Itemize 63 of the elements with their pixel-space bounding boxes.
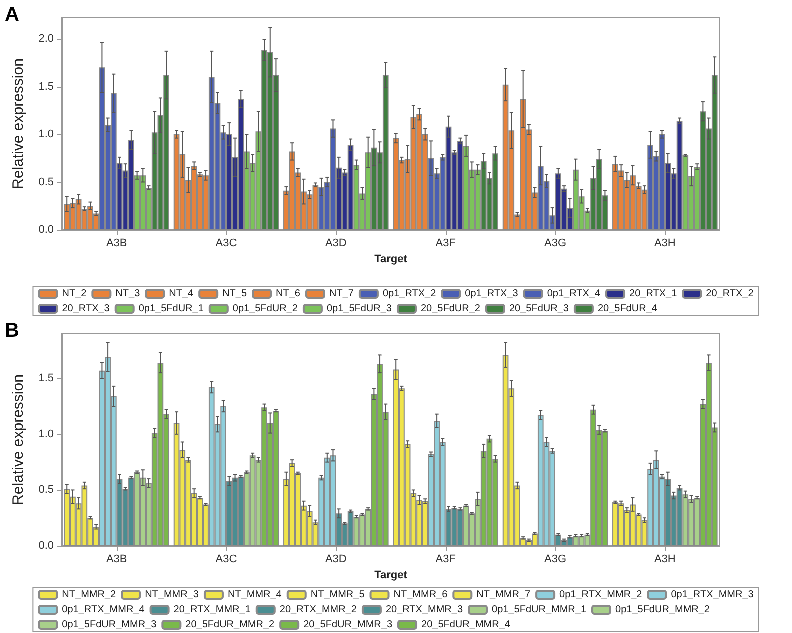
legend-label: NT_5 bbox=[222, 288, 248, 300]
legend-label: 20_RTX_1 bbox=[630, 288, 678, 300]
legend-label: 0p1_RTX_MMR_3 bbox=[671, 590, 754, 600]
legend-label: 20_RTX_MMR_2 bbox=[280, 604, 358, 616]
legend-label: 0p1_RTX_2 bbox=[382, 288, 437, 300]
x-tick-label: A3C bbox=[216, 238, 238, 250]
x-tick-label: A3F bbox=[436, 238, 456, 250]
legend-label: NT_MMR_6 bbox=[394, 590, 448, 600]
x-tick-label: A3B bbox=[106, 238, 128, 250]
legend-label: NT_MMR_7 bbox=[476, 590, 531, 600]
x-tick-label: A3F bbox=[436, 554, 456, 566]
legend-label: 0p1_RTX_MMR_4 bbox=[62, 604, 146, 616]
legend-label: NT_MMR_5 bbox=[310, 590, 366, 600]
legend-label: 0p1_5FdUR_MMR_3 bbox=[62, 620, 158, 630]
legend-label: NT_2 bbox=[62, 288, 88, 300]
legend-label: 20_5FdUR_3 bbox=[509, 304, 570, 314]
x-tick-label: A3G bbox=[544, 554, 567, 566]
legend-label: NT_MMR_3 bbox=[145, 590, 200, 600]
x-tick-label: A3C bbox=[216, 554, 238, 566]
legend-label: 20_5FdUR_4 bbox=[598, 304, 658, 314]
legend-label: 0p1_5FdUR_1 bbox=[138, 304, 204, 314]
y-tick-label: 1.0 bbox=[38, 428, 54, 440]
legend-label: NT_3 bbox=[116, 288, 141, 300]
legend-label: 0p1_RTX_MMR_2 bbox=[560, 590, 643, 600]
legend-label: 0p1_RTX_4 bbox=[547, 288, 601, 300]
legend-label: 20_RTX_3 bbox=[62, 304, 110, 314]
x-tick-label: A3B bbox=[106, 554, 128, 566]
x-axis-title: Target bbox=[374, 569, 408, 582]
legend-label: 20_RTX_MMR_3 bbox=[386, 604, 464, 616]
y-tick-label: 1.5 bbox=[38, 80, 54, 93]
legend-label: 20_RTX_MMR_1 bbox=[174, 604, 252, 616]
y-tick-label: 1.0 bbox=[38, 128, 54, 141]
x-axis-title: Target bbox=[374, 253, 408, 266]
legend-label: 0p1_5FdUR_MMR_1 bbox=[492, 604, 587, 616]
legend-label: 0p1_5FdUR_2 bbox=[232, 304, 298, 314]
legend-label: NT_MMR_2 bbox=[62, 590, 117, 600]
legend-label: 0p1_5FdUR_MMR_2 bbox=[616, 604, 710, 616]
legend-label: 20_RTX_2 bbox=[706, 288, 754, 300]
legend-label: 0p1_RTX_3 bbox=[465, 288, 519, 300]
y-axis-title: Relative expression bbox=[10, 374, 27, 506]
legend-label: 20_5FdUR_MMR_2 bbox=[186, 620, 276, 630]
x-tick-label: A3D bbox=[325, 238, 347, 250]
legend-label: 20_5FdUR_MMR_3 bbox=[304, 620, 393, 630]
legend-label: 20_5FdUR_MMR_4 bbox=[422, 620, 511, 630]
legend-label: NT_7 bbox=[329, 288, 354, 300]
y-tick-label: 0.0 bbox=[38, 540, 54, 552]
y-tick-label: 0.0 bbox=[38, 224, 54, 236]
y-tick-label: 1.5 bbox=[38, 372, 54, 385]
x-tick-label: A3H bbox=[654, 238, 676, 250]
y-tick-label: 0.5 bbox=[38, 176, 54, 188]
x-tick-label: A3G bbox=[544, 238, 567, 250]
x-tick-label: A3D bbox=[325, 554, 347, 566]
y-tick-label: 2.0 bbox=[38, 33, 54, 46]
x-tick-label: A3H bbox=[654, 554, 676, 566]
y-tick-label: 0.5 bbox=[38, 484, 54, 496]
chart-title: B bbox=[5, 320, 20, 342]
chart-title: A bbox=[5, 4, 20, 26]
legend-label: 20_5FdUR_2 bbox=[420, 304, 481, 314]
legend-label: NT_MMR_4 bbox=[228, 590, 282, 600]
y-axis-title: Relative expression bbox=[10, 58, 27, 190]
legend-label: 0p1_5FdUR_3 bbox=[326, 304, 392, 314]
legend-label: NT_4 bbox=[169, 288, 194, 300]
legend-label: NT_6 bbox=[276, 288, 301, 300]
